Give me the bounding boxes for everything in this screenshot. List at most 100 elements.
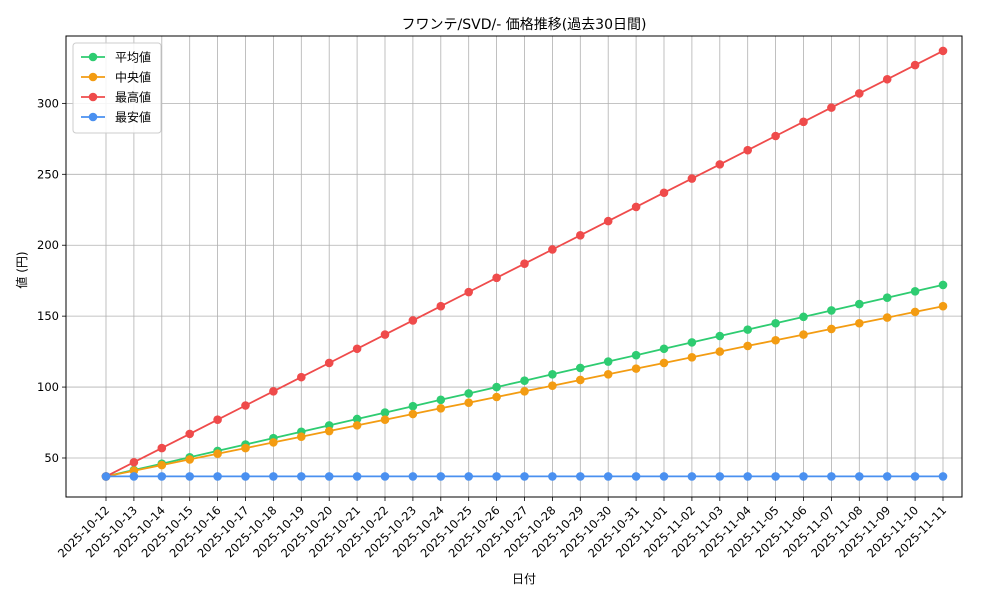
data-point: [771, 335, 780, 345]
data-point: [799, 472, 808, 481]
data-point: [436, 395, 446, 405]
data-point: [687, 338, 697, 347]
series-layer: [101, 46, 948, 481]
data-point: [938, 280, 948, 290]
data-point: [855, 318, 864, 328]
data-point: [269, 472, 278, 481]
data-point: [324, 472, 334, 481]
legend-box: [72, 42, 162, 134]
data-point: [715, 347, 725, 356]
data-point: [548, 381, 557, 390]
data-point: [576, 230, 585, 240]
data-point: [827, 324, 836, 334]
data-point: [827, 306, 836, 315]
data-point: [910, 307, 920, 317]
data-point: [659, 344, 669, 354]
data-point: [520, 376, 529, 385]
data-point: [548, 245, 557, 254]
data-point: [548, 370, 557, 379]
data-point: [687, 352, 697, 362]
data-point: [771, 318, 780, 328]
data-point: [241, 401, 250, 410]
data-point: [520, 259, 529, 268]
series-4: [101, 472, 948, 481]
legend-label: 最高値: [115, 90, 151, 105]
y-tick-label: 100: [37, 380, 59, 394]
grid-lines: [66, 36, 962, 497]
data-point: [464, 287, 474, 297]
data-point: [827, 472, 836, 481]
data-point: [910, 60, 920, 70]
data-point: [101, 472, 111, 481]
data-point: [855, 299, 864, 309]
data-point: [492, 392, 501, 402]
data-point: [743, 145, 752, 155]
data-point: [380, 472, 390, 481]
data-point: [576, 375, 585, 385]
data-point: [297, 432, 306, 442]
data-point: [576, 472, 585, 481]
data-point: [352, 421, 362, 430]
y-tick-label: 50: [44, 451, 59, 465]
data-point: [492, 472, 501, 481]
data-point: [882, 74, 892, 84]
data-point: [129, 457, 139, 467]
data-point: [799, 312, 808, 322]
legend-marker: [88, 72, 98, 82]
data-point: [352, 414, 362, 424]
data-point: [408, 316, 418, 325]
y-tick-label: 200: [37, 238, 59, 252]
data-point: [520, 472, 529, 481]
legend-marker: [88, 52, 98, 62]
data-point: [408, 409, 418, 419]
data-point: [185, 472, 194, 481]
legend-label: 最安値: [115, 110, 151, 125]
data-point: [631, 202, 641, 212]
series-2: [101, 301, 948, 481]
chart-title: フワンテ/SVD/- 価格推移(過去30日間): [402, 17, 647, 33]
y-tick-label: 250: [37, 167, 59, 181]
data-point: [352, 472, 362, 481]
data-point: [213, 472, 222, 481]
data-point: [715, 160, 725, 169]
data-point: [464, 398, 474, 407]
data-point: [771, 131, 780, 141]
legend-label: 中央値: [115, 70, 151, 85]
data-point: [938, 301, 948, 311]
data-point: [799, 117, 808, 127]
data-point: [743, 325, 752, 334]
data-point: [603, 216, 613, 226]
data-point: [269, 438, 278, 447]
y-tick-label: 300: [37, 96, 59, 110]
data-point: [269, 387, 278, 396]
data-point: [380, 415, 390, 424]
data-point: [659, 188, 669, 198]
data-point: [408, 401, 418, 411]
data-point: [743, 472, 752, 481]
data-point: [213, 415, 222, 424]
data-point: [464, 472, 474, 481]
data-point: [799, 330, 808, 339]
data-point: [855, 472, 864, 481]
data-point: [520, 387, 529, 396]
data-point: [548, 472, 557, 481]
legend-label: 平均値: [115, 50, 151, 65]
data-point: [213, 449, 222, 459]
data-point: [659, 472, 669, 481]
data-point: [129, 472, 139, 481]
data-point: [157, 443, 167, 453]
y-axis-label: 値 (円): [14, 251, 29, 288]
data-point: [241, 472, 250, 481]
data-point: [603, 357, 613, 366]
legend-marker: [88, 112, 98, 122]
data-point: [380, 408, 390, 417]
data-point: [882, 313, 892, 322]
data-point: [603, 472, 613, 481]
data-point: [492, 273, 501, 283]
data-point: [827, 103, 836, 112]
data-point: [659, 358, 669, 368]
data-point: [380, 330, 390, 339]
